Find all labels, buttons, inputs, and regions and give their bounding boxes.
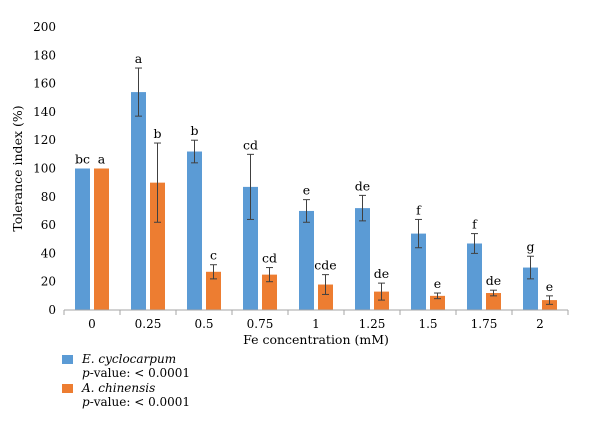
bar-series-2: [94, 168, 109, 310]
bar-series-2: [374, 291, 389, 310]
bar-series-1: [467, 243, 482, 310]
legend-item-series-1: E. cyclocarpum: [62, 352, 190, 366]
x-tick-label: 1.75: [471, 317, 498, 331]
significance-letter-series-1: f: [472, 217, 478, 232]
y-tick-label: 120: [33, 133, 56, 147]
significance-letter-series-2: e: [434, 276, 441, 291]
bar-series-2: [318, 284, 333, 310]
significance-letter-series-1: bc: [75, 152, 90, 167]
significance-letter-series-2: de: [486, 273, 501, 288]
legend-pvalue-text-series-1: -value: < 0.0001: [89, 366, 191, 380]
y-tick-label: 40: [41, 246, 56, 260]
bar-series-2: [542, 300, 557, 310]
x-axis-ticks: 0 0.25 0.5 0.75 1 1.25 1.5 1.75 2: [63, 310, 569, 331]
error-bars: [135, 67, 553, 305]
legend-pvalue-text-series-2: -value: < 0.0001: [89, 395, 191, 409]
x-tick-label: 2: [536, 317, 544, 331]
bar-series-2: [486, 293, 501, 310]
x-tick-label: 0: [88, 317, 96, 331]
y-tick-label: 160: [33, 77, 56, 91]
significance-letter-series-1: e: [303, 183, 310, 198]
bar-series-2: [430, 295, 445, 310]
significance-letter-series-1: f: [416, 202, 422, 217]
y-axis-ticks: 0 20 40 60 80 100 120 140 160 180 200: [33, 20, 56, 317]
y-axis-label: Tolerance index (%): [10, 105, 25, 231]
bars: [75, 92, 557, 310]
y-tick-label: 0: [48, 303, 56, 317]
legend-pvalue-series-2: p-value: < 0.0001: [62, 395, 190, 410]
legend-pvalue-symbol-series-2: p: [82, 395, 90, 409]
y-tick-label: 200: [33, 20, 56, 34]
significance-letter-series-1: de: [355, 178, 370, 193]
bar-series-1: [355, 208, 370, 310]
bar-series-1: [299, 210, 314, 310]
legend-label-series-2: A. chinensis: [82, 381, 156, 395]
bar-series-2: [206, 271, 221, 310]
legend-item-series-2: A. chinensis: [62, 381, 190, 395]
significance-letter-series-1: cd: [243, 137, 258, 152]
significance-letter-series-2: a: [98, 152, 106, 167]
y-tick-label: 100: [33, 162, 56, 176]
y-tick-label: 60: [41, 218, 56, 232]
y-tick-label: 80: [41, 190, 56, 204]
bar-series-1: [411, 233, 426, 310]
legend-pvalue-symbol-series-1: p: [82, 366, 90, 380]
x-tick-label: 1.5: [418, 317, 437, 331]
significance-letter-series-2: cde: [314, 258, 336, 273]
x-tick-label: 0.75: [247, 317, 274, 331]
legend-swatch-series-1: [62, 355, 73, 364]
significance-letter-series-1: b: [190, 123, 198, 138]
significance-letter-series-2: de: [374, 266, 389, 281]
x-tick-label: 1: [312, 317, 320, 331]
x-axis-label: Fe concentration (mM): [243, 332, 389, 347]
bar-series-1: [523, 267, 538, 310]
significance-letter-series-1: g: [526, 239, 534, 254]
x-tick-label: 1.25: [359, 317, 386, 331]
bar-series-1: [243, 186, 258, 310]
legend-swatch-series-2: [62, 384, 73, 393]
bar-series-2: [150, 182, 165, 310]
x-tick-label: 0.5: [194, 317, 213, 331]
legend-pvalue-series-1: p-value: < 0.0001: [62, 366, 190, 381]
significance-letter-series-2: e: [546, 279, 553, 294]
legend: E. cyclocarpum p-value: < 0.0001 A. chin…: [62, 352, 190, 410]
bar-series-1: [75, 168, 90, 310]
bar-series-1: [187, 151, 202, 310]
legend-label-series-1: E. cyclocarpum: [82, 352, 177, 366]
bar-series-2: [262, 274, 277, 310]
significance-letter-series-1: a: [135, 51, 143, 66]
significance-letter-series-2: c: [210, 248, 217, 263]
significance-letter-series-2: cd: [262, 251, 277, 266]
significance-letter-series-2: b: [153, 126, 161, 141]
x-tick-label: 0.25: [135, 317, 162, 331]
y-tick-label: 20: [41, 275, 56, 289]
bar-series-1: [131, 92, 146, 310]
y-tick-label: 180: [33, 48, 56, 62]
y-tick-label: 140: [33, 105, 56, 119]
